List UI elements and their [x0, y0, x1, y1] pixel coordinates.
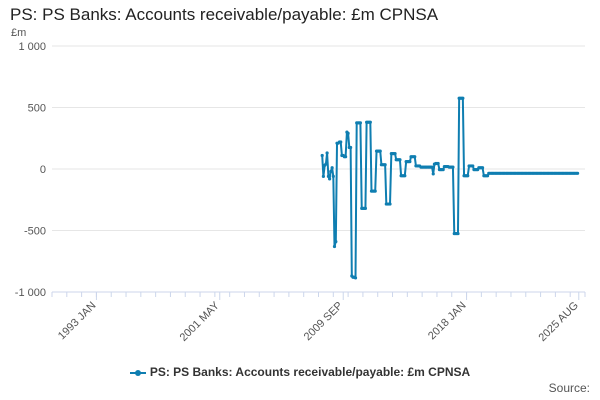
- y-tick-label: -500: [24, 226, 46, 238]
- data-point: [330, 166, 334, 170]
- data-point: [339, 140, 343, 144]
- legend[interactable]: PS: PS Banks: Accounts receivable/payabl…: [0, 365, 600, 379]
- legend-swatch-icon: [129, 368, 146, 378]
- data-point: [358, 121, 362, 125]
- data-point: [325, 151, 329, 155]
- data-point: [480, 166, 485, 170]
- data-point: [576, 171, 580, 175]
- data-point: [431, 172, 435, 176]
- data-point: [413, 155, 417, 159]
- x-axis: 1993 JAN 2001 MAY 2009 SEP 2018 JAN 2025 AUG: [51, 291, 586, 344]
- y-tick-label: 1 000: [18, 41, 46, 53]
- data-point: [373, 189, 377, 193]
- data-point: [328, 177, 332, 181]
- data-point: [430, 165, 434, 169]
- data-point: [383, 163, 387, 167]
- y-axis-unit-label: £m: [11, 27, 27, 39]
- data-point: [393, 152, 397, 156]
- y-tick-label: 0: [40, 164, 46, 176]
- y-axis-tick-labels: -1 000 -500 0 500 1 000: [15, 41, 46, 299]
- data-point: [466, 174, 470, 178]
- series-group: [320, 96, 580, 280]
- source-credit[interactable]: Source:: [548, 381, 590, 395]
- y-tick-label: 500: [28, 103, 46, 115]
- data-point: [456, 231, 460, 236]
- data-point: [343, 155, 348, 159]
- data-point: [321, 174, 325, 178]
- data-point: [451, 165, 455, 169]
- x-tick-label: 2018 JAN: [426, 300, 469, 343]
- data-point: [408, 160, 412, 164]
- x-tick-label: 2009 SEP: [302, 300, 346, 344]
- x-tick-label: 2001 MAY: [178, 299, 223, 344]
- data-point: [388, 202, 392, 206]
- data-point: [368, 120, 372, 124]
- data-point: [324, 162, 328, 166]
- data-point: [334, 239, 338, 244]
- data-point: [346, 131, 350, 135]
- data-point: [378, 149, 382, 153]
- x-tick-label: 2025 AUG: [537, 300, 581, 344]
- y-tick-label: -1 000: [15, 287, 46, 299]
- series-line: [321, 97, 579, 279]
- data-point: [436, 161, 440, 166]
- data-point: [441, 168, 445, 172]
- data-point: [332, 244, 337, 249]
- gridlines: [52, 45, 585, 293]
- data-point: [398, 158, 402, 162]
- data-point: [349, 145, 353, 150]
- data-point: [353, 276, 358, 280]
- data-point: [461, 96, 465, 100]
- data-point: [329, 169, 333, 174]
- data-point: [331, 174, 335, 178]
- data-point: [485, 174, 490, 178]
- data-point: [363, 206, 368, 210]
- data-point: [326, 174, 331, 178]
- data-point: [471, 164, 475, 168]
- data-point: [320, 153, 324, 158]
- legend-label: PS: PS Banks: Accounts receivable/payabl…: [149, 365, 471, 379]
- chart-title: PS: PS Banks: Accounts receivable/payabl…: [10, 5, 439, 24]
- x-tick-label: 1993 JAN: [56, 300, 99, 343]
- data-point: [403, 174, 407, 178]
